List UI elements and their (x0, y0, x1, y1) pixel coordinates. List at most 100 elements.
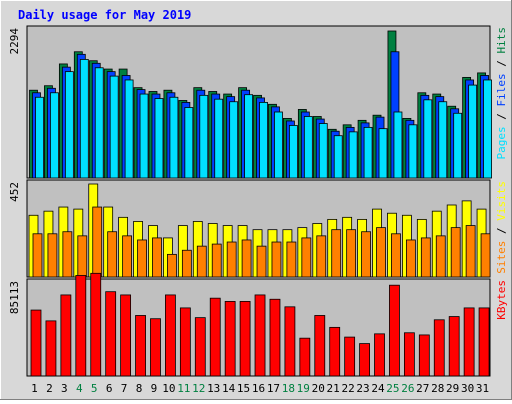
bar-sites-day-18 (286, 241, 297, 278)
x-tick-label: 28 (431, 382, 444, 395)
legend-entry-pages: Pages (495, 126, 508, 159)
bar-pages-day-25 (393, 111, 403, 179)
bar-pages-day-13 (214, 98, 224, 179)
bar-kbytes-day-16 (254, 294, 266, 377)
legend-separator: / (495, 54, 508, 74)
bar-pages-day-24 (378, 128, 388, 179)
bar-sites-day-27 (420, 237, 431, 278)
bar-pages-day-4 (79, 59, 89, 179)
x-tick-label: 4 (76, 382, 83, 395)
bar-pages-day-17 (274, 111, 283, 179)
bar-kbytes-day-29 (448, 316, 460, 377)
bar-kbytes-day-4 (75, 275, 87, 377)
bar-pages-day-31 (483, 79, 492, 179)
x-tick-label: 22 (341, 382, 354, 395)
bar-pages-day-27 (423, 99, 433, 179)
legend-hits-files-pages: Pages / Files / Hits (495, 27, 508, 160)
bar-pages-day-16 (259, 101, 268, 179)
bar-pages-day-10 (169, 96, 179, 179)
y-max-label: 85113 (8, 281, 21, 314)
x-tick-label: 30 (461, 382, 474, 395)
bar-kbytes-day-23 (359, 343, 370, 377)
bar-pages-day-12 (199, 94, 209, 179)
x-tick-label: 21 (327, 382, 340, 395)
x-tick-label: 25 (386, 382, 399, 395)
bar-pages-day-3 (64, 71, 74, 179)
bar-sites-day-29 (450, 227, 461, 278)
bar-sites-day-1 (32, 233, 43, 278)
bar-kbytes-day-28 (433, 319, 445, 377)
bar-sites-day-2 (47, 233, 58, 278)
y-max-label: 452 (8, 182, 21, 202)
bar-kbytes-day-19 (299, 337, 311, 377)
bar-sites-day-11 (181, 249, 192, 278)
series-kbytes (30, 272, 490, 377)
bar-sites-day-25 (391, 233, 401, 278)
bar-sites-day-4 (77, 235, 88, 278)
bar-kbytes-day-5 (90, 272, 102, 377)
x-tick-label: 17 (267, 382, 280, 395)
x-tick-label: 14 (222, 382, 236, 395)
bar-kbytes-day-26 (403, 332, 415, 377)
bar-kbytes-day-31 (478, 307, 490, 377)
x-tick-label: 13 (207, 382, 220, 395)
bar-kbytes-day-9 (150, 318, 161, 377)
bar-pages-day-21 (333, 135, 343, 179)
bar-pages-day-1 (35, 96, 44, 179)
series-pages (35, 59, 492, 179)
x-tick-label: 27 (416, 382, 429, 395)
bar-sites-day-13 (211, 243, 222, 278)
bar-sites-day-22 (346, 229, 357, 278)
bar-sites-day-19 (301, 237, 312, 278)
bar-kbytes-day-13 (209, 297, 221, 377)
legend-entry-hits: Hits (495, 27, 508, 54)
x-tick-label: 31 (476, 382, 489, 395)
bar-pages-day-11 (184, 107, 194, 179)
x-tick-label: 3 (61, 382, 68, 395)
bar-pages-day-20 (318, 123, 328, 179)
x-tick-label: 1 (31, 382, 38, 395)
bar-pages-day-7 (124, 79, 134, 179)
bar-kbytes-day-25 (389, 284, 400, 377)
bar-sites-day-3 (62, 231, 73, 278)
y-max-label: 2294 (8, 28, 21, 55)
legend-separator: / (495, 221, 508, 241)
bar-sites-day-8 (137, 239, 147, 278)
bar-sites-day-24 (376, 227, 386, 278)
bar-sites-day-6 (107, 231, 118, 278)
x-tick-label: 10 (162, 382, 175, 395)
x-tick-label: 5 (91, 382, 98, 395)
x-tick-label: 16 (252, 382, 265, 395)
bar-kbytes-day-24 (374, 333, 385, 377)
bar-kbytes-day-27 (418, 334, 430, 377)
x-tick-label: 7 (121, 382, 128, 395)
legend-separator: / (495, 107, 508, 127)
bar-sites-day-21 (331, 229, 342, 278)
x-tick-label: 18 (282, 382, 295, 395)
x-tick-label: 6 (106, 382, 113, 395)
bar-pages-day-30 (468, 84, 478, 179)
bar-sites-day-16 (256, 245, 267, 278)
bar-kbytes-day-3 (60, 294, 72, 377)
bar-pages-day-23 (363, 126, 373, 179)
x-tick-label: 9 (151, 382, 158, 395)
bar-sites-day-9 (152, 237, 162, 278)
x-tick-label: 20 (312, 382, 325, 395)
bar-kbytes-day-15 (239, 301, 251, 377)
bar-pages-day-19 (303, 116, 313, 179)
bar-sites-day-7 (122, 235, 133, 278)
bar-sites-day-20 (316, 235, 327, 278)
bar-kbytes-day-18 (284, 306, 296, 377)
x-axis-labels: 1 2 3 4 5 6 7 8 9 10 11 12 13 14 15 16 17 18 19 20 21 22 23 24 2… (31, 382, 489, 395)
bar-kbytes-day-10 (165, 294, 176, 377)
bar-pages-day-14 (229, 101, 239, 179)
bar-pages-day-18 (288, 125, 298, 179)
panel-kbytes: 85113 KBytes (8, 272, 508, 377)
bar-pages-day-15 (244, 94, 254, 179)
bar-sites-day-31 (480, 233, 491, 278)
bar-pages-day-8 (139, 93, 149, 179)
bar-kbytes-day-1 (30, 309, 42, 377)
bar-kbytes-day-2 (45, 320, 57, 377)
bar-kbytes-day-7 (120, 294, 132, 377)
